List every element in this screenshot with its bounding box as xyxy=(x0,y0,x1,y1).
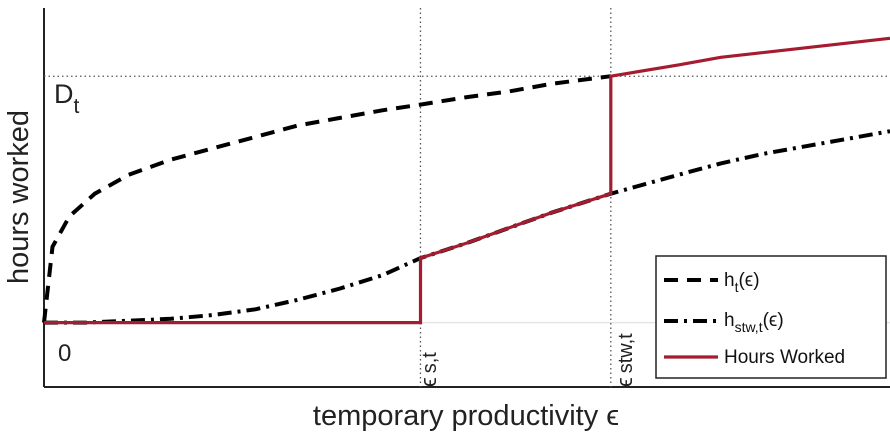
eps-s-annotation-main: ϵ xyxy=(416,377,441,387)
series-line-hours-worked xyxy=(44,36,890,325)
eps-s-annotation-sub: s,t xyxy=(419,352,441,374)
legend-h-stw-t-main: h xyxy=(724,310,735,331)
legend-entry-hours-worked: Hours Worked xyxy=(724,347,845,368)
legend-entry-h-t: ht(ϵ) xyxy=(724,270,760,295)
legend-h-stw-t-sub: stw,t xyxy=(735,319,763,335)
legend-h-stw-t-suffix: (ϵ) xyxy=(763,310,784,331)
legend-entry-h-stw-t: hstw,t(ϵ) xyxy=(724,310,784,335)
eps-s-annotation: ϵ s,t xyxy=(416,352,441,387)
x-axis-label: temporary productivity ϵ xyxy=(313,400,619,432)
dt-annotation-main: D xyxy=(54,79,74,109)
legend: ht(ϵ) hstw,t(ϵ) Hours Worked xyxy=(655,255,887,379)
y-axis-label: hours worked xyxy=(3,110,35,284)
dt-annotation: Dt xyxy=(54,79,80,118)
eps-stw-annotation-sub: stw,t xyxy=(615,333,637,373)
series-line-h-t xyxy=(42,74,612,323)
legend-h-t-sub: t xyxy=(735,279,739,295)
legend-h-t-main: h xyxy=(724,270,735,291)
eps-stw-annotation: ϵ stw,t xyxy=(612,333,637,387)
dt-annotation-sub: t xyxy=(74,95,80,118)
eps-stw-annotation-main: ϵ xyxy=(612,377,637,387)
zero-annotation: 0 xyxy=(58,340,71,367)
legend-h-t-suffix: (ϵ) xyxy=(738,270,759,291)
